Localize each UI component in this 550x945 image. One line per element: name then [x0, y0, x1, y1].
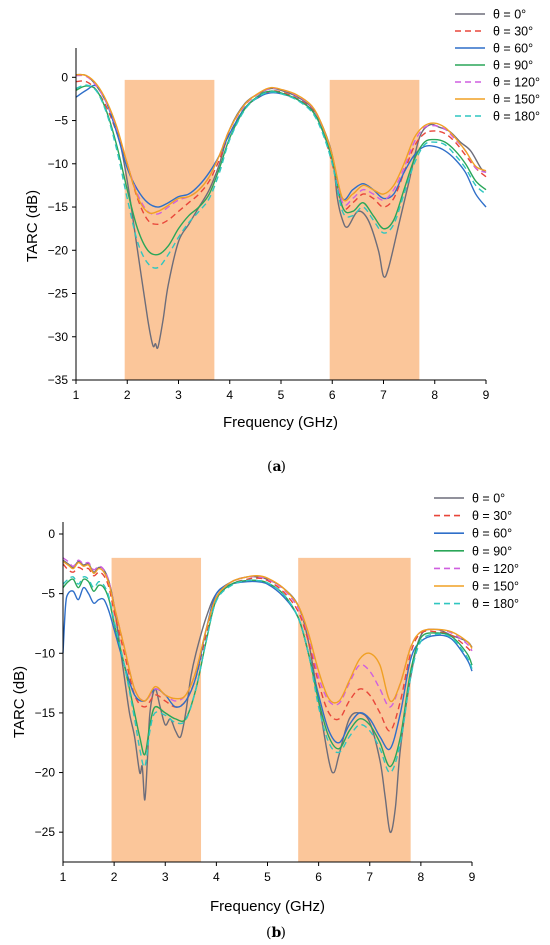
x-tick-label: 5	[264, 870, 271, 884]
shaded-band-2	[298, 557, 411, 862]
y-tick-label: −10	[48, 157, 69, 171]
x-tick-label: 9	[483, 388, 490, 402]
legend-label-2: θ = 30°	[472, 509, 512, 523]
y-axis-label: TARC (dB)	[24, 190, 41, 262]
legend-label-7: θ = 180°	[472, 597, 519, 611]
legend-label-7: θ = 180°	[493, 110, 540, 124]
legend: θ = 0° θ = 30° θ = 60° θ = 90° θ = 120° θ = 1…	[434, 492, 519, 611]
caption-letter: a	[273, 459, 282, 475]
shaded-band-1	[124, 79, 215, 380]
legend-label-1: θ = 0°	[472, 492, 505, 506]
y-tick-label: −25	[48, 287, 69, 301]
x-tick-label: 4	[226, 388, 233, 402]
series-lines	[75, 73, 487, 350]
legend-label-1: θ = 0°	[493, 8, 526, 22]
shaded-band-2	[329, 79, 420, 380]
tick-labels: 1 2 3 4 5 6 7 8 9 0 −5 −10 −15 −20 −25	[35, 527, 476, 884]
x-tick-label: 3	[175, 388, 182, 402]
shaded-band-1	[111, 557, 202, 862]
x-tick-label: 8	[431, 388, 438, 402]
x-tick-label: 6	[329, 388, 336, 402]
x-axis-label: Frequency (GHz)	[210, 898, 325, 915]
x-tick-label: 9	[469, 870, 476, 884]
shaded-bands	[124, 79, 420, 380]
series-line-6	[62, 560, 473, 704]
x-tick-label: 2	[111, 870, 118, 884]
svg-text:): )	[281, 459, 286, 475]
x-tick-label: 7	[366, 870, 373, 884]
x-tick-label: 4	[213, 870, 220, 884]
y-tick-label: −10	[35, 646, 56, 660]
tick-labels: 1 2 3 4 5 6 7 8 9 0 −5 −10 −15 −20 −25 −30 −35	[48, 70, 490, 402]
shaded-bands	[111, 557, 411, 862]
legend-label-4: θ = 90°	[493, 59, 533, 73]
series-lines	[62, 557, 473, 833]
series-line-4	[75, 85, 487, 256]
y-tick-label: −20	[35, 766, 56, 780]
x-tick-label: 3	[162, 870, 169, 884]
y-tick-label: −30	[48, 330, 69, 344]
caption-a: ( a )	[267, 459, 286, 475]
legend-label-6: θ = 150°	[472, 580, 519, 594]
svg-text:(: (	[267, 459, 272, 475]
series-line-3	[62, 580, 473, 751]
series-line-7	[75, 84, 487, 269]
legend-label-5: θ = 120°	[493, 76, 540, 90]
legend-label-6: θ = 150°	[493, 93, 540, 107]
x-tick-label: 1	[60, 870, 67, 884]
x-tick-label: 6	[315, 870, 322, 884]
x-tick-label: 7	[380, 388, 387, 402]
x-axis-label: Frequency (GHz)	[223, 414, 338, 431]
axes	[72, 48, 487, 384]
y-tick-label: 0	[61, 70, 68, 84]
caption-b: ( b )	[266, 925, 286, 941]
legend-label-4: θ = 90°	[472, 544, 512, 558]
series-line-1	[75, 73, 487, 350]
y-tick-label: −25	[35, 825, 56, 839]
x-tick-label: 1	[73, 388, 80, 402]
legend-label-5: θ = 120°	[472, 562, 519, 576]
y-tick-label: −5	[41, 587, 55, 601]
x-tick-label: 5	[278, 388, 285, 402]
svg-text:(: (	[266, 925, 271, 941]
y-tick-label: −20	[48, 243, 69, 257]
legend-label-3: θ = 60°	[493, 42, 533, 56]
legend-label-2: θ = 30°	[493, 25, 533, 39]
y-axis-label: TARC (dB)	[11, 666, 28, 738]
y-tick-label: 0	[48, 527, 55, 541]
series-line-7	[62, 576, 473, 774]
chart-panel-b: 1 2 3 4 5 6 7 8 9 0 −5 −10 −15 −20 −25 Frequency (GHz)…	[11, 492, 519, 942]
x-tick-label: 8	[418, 870, 425, 884]
svg-text:): )	[281, 925, 286, 941]
series-line-6	[75, 73, 487, 215]
series-line-2	[75, 80, 487, 226]
y-tick-label: −5	[54, 114, 68, 128]
y-tick-label: −15	[35, 706, 56, 720]
legend-label-3: θ = 60°	[472, 527, 512, 541]
legend: θ = 0° θ = 30° θ = 60° θ = 90° θ = 120° θ = 1…	[455, 8, 540, 124]
y-tick-label: −35	[48, 373, 69, 387]
y-tick-label: −15	[48, 200, 69, 214]
chart-panel-a: 1 2 3 4 5 6 7 8 9 0 −5 −10 −15 −20 −25 −30 −35 Frequency…	[24, 8, 540, 476]
x-tick-label: 2	[124, 388, 131, 402]
caption-letter: b	[272, 925, 282, 941]
axes	[59, 522, 473, 866]
